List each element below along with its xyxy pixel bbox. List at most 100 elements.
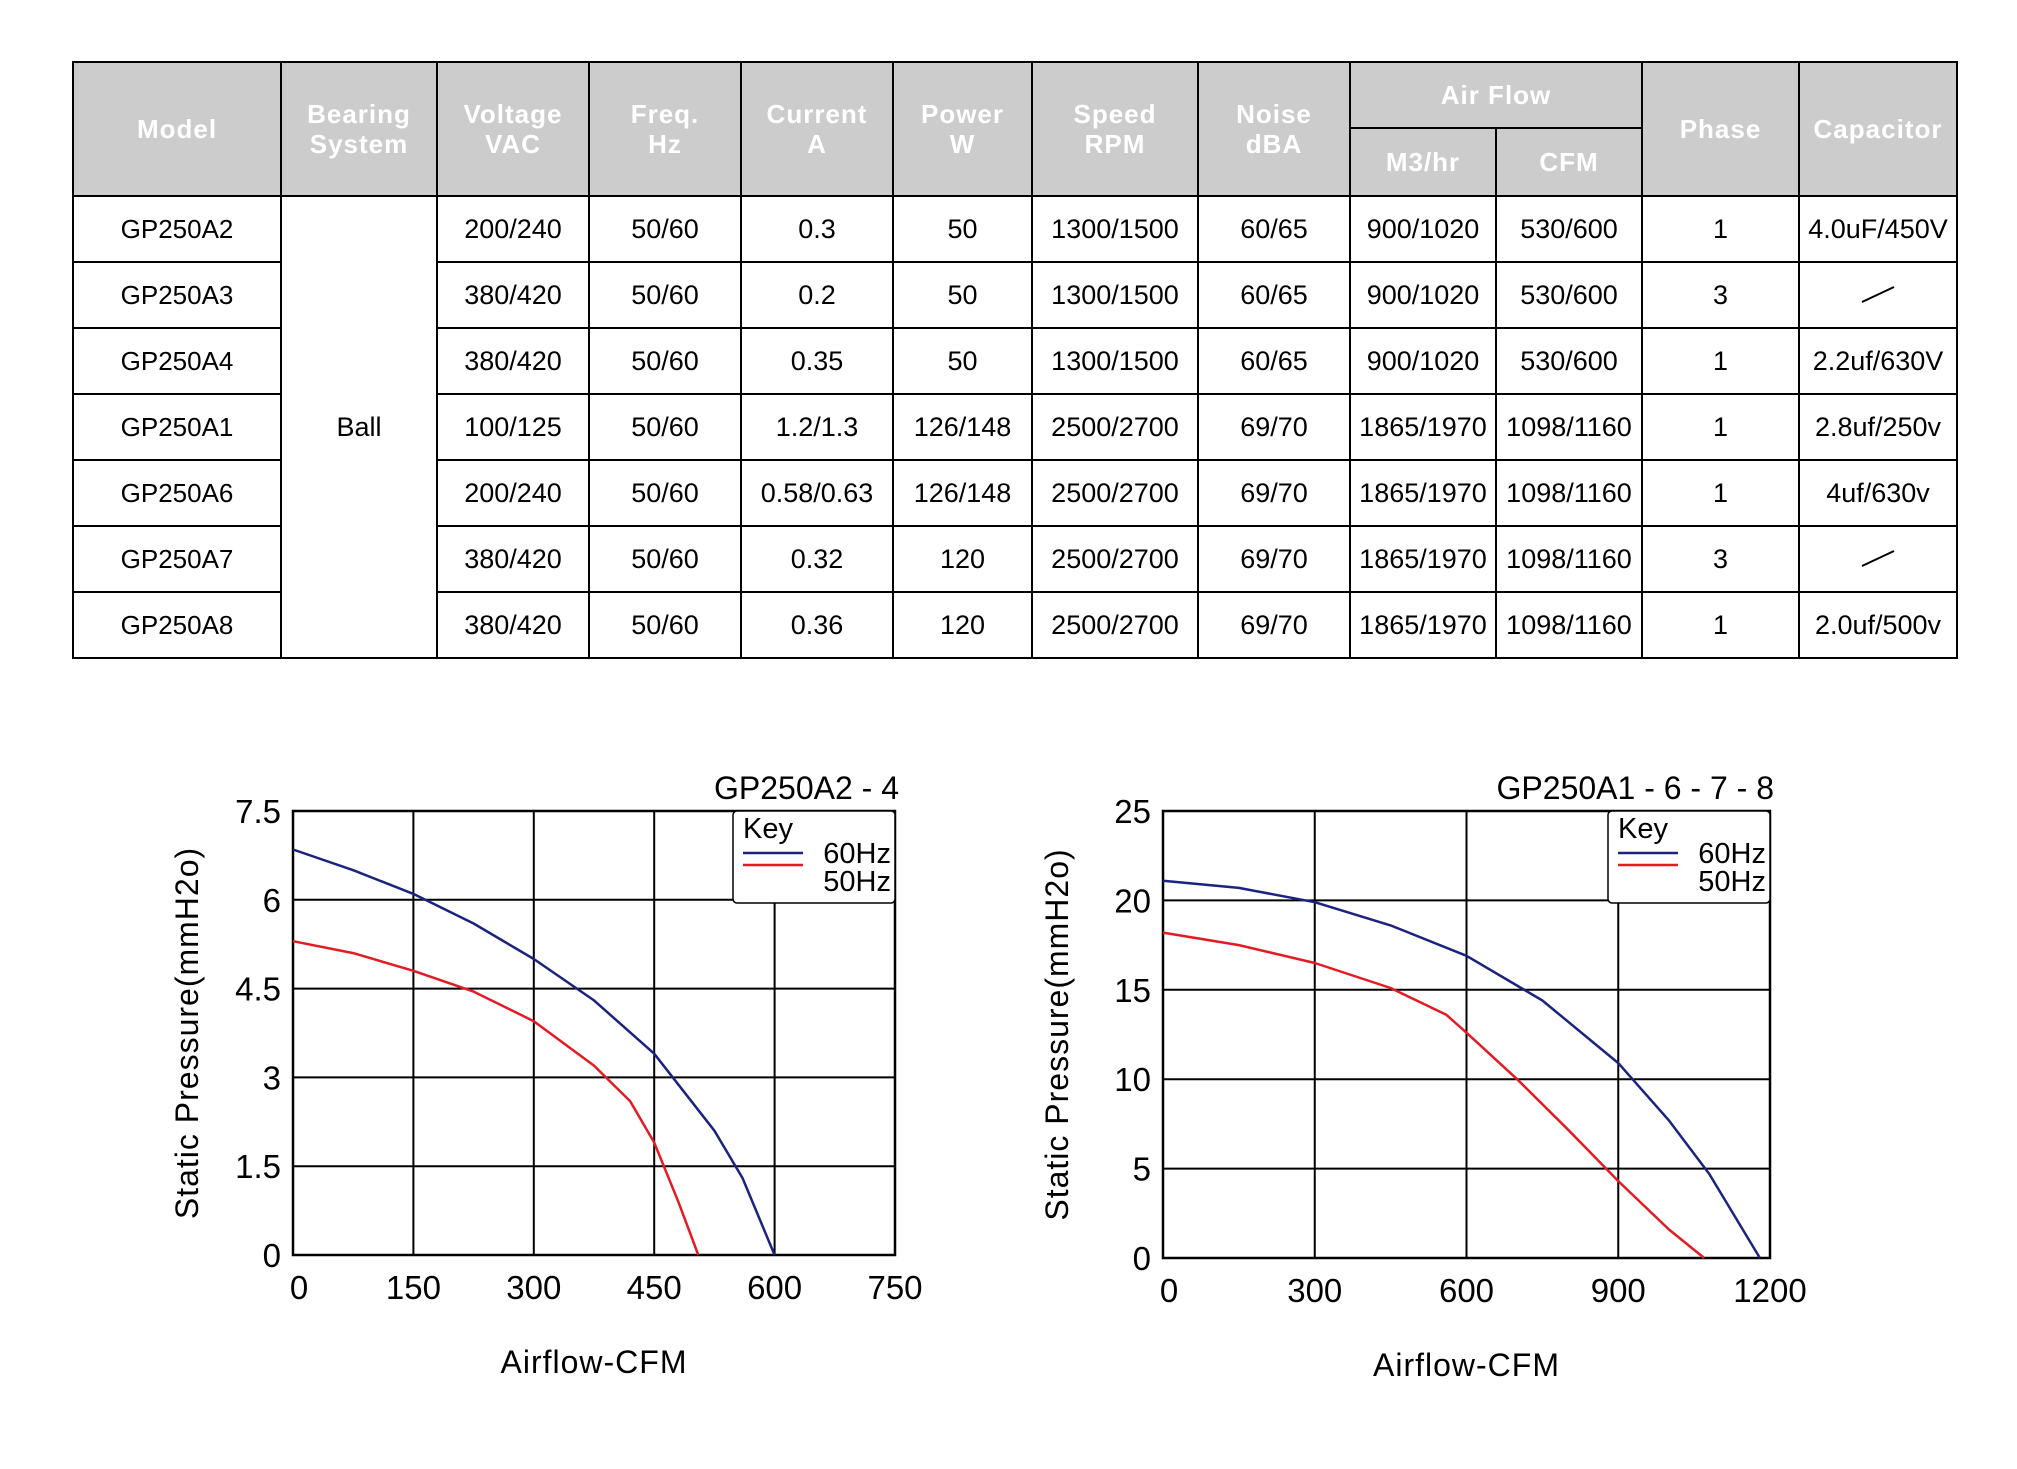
legend-label-0: 60Hz: [1698, 838, 1766, 870]
cell-noise: 69/70: [1197, 393, 1351, 461]
cell-phase: 1: [1641, 393, 1800, 461]
cell-speed: 1300/1500: [1031, 261, 1199, 329]
cell-phase: 1: [1641, 327, 1800, 395]
x-tick-label: 300: [1287, 1272, 1342, 1309]
cell-m3hr: 1865/1970: [1349, 591, 1497, 659]
table-row: GP250A3 380/420 50/60 0.2 50 1300/1500 60/65 90…: [72, 261, 1958, 329]
cell-model: GP250A1: [72, 393, 282, 461]
cell-voltage: 380/420: [436, 591, 590, 659]
series-line-1: [292, 939, 700, 1256]
header-noise: Noise dBA: [1197, 61, 1351, 197]
x-tick-label: 1200: [1733, 1272, 1806, 1309]
cell-freq: 50/60: [588, 459, 742, 527]
cell-current: 0.35: [740, 327, 894, 395]
series-line-1: [1162, 931, 1705, 1259]
cell-speed: 1300/1500: [1031, 195, 1199, 263]
cell-power: 50: [892, 261, 1033, 329]
header-cfm: CFM: [1495, 127, 1643, 197]
cell-power: 50: [892, 195, 1033, 263]
x-tick-label: 750: [867, 1269, 922, 1306]
cell-freq: 50/60: [588, 525, 742, 593]
cell-current: 1.2/1.3: [740, 393, 894, 461]
cell-capacitor: 2.2uf/630V: [1798, 327, 1958, 395]
cell-model: GP250A2: [72, 195, 282, 263]
cell-cfm: 1098/1160: [1495, 525, 1643, 593]
cell-voltage: 380/420: [436, 327, 590, 395]
cell-current: 0.3: [740, 195, 894, 263]
spec-table: Model Bearing System Voltage VAC Freq. Hz C…: [72, 61, 1958, 659]
cell-phase: 3: [1641, 525, 1800, 593]
cell-speed: 1300/1500: [1031, 327, 1199, 395]
y-tick-label: 5: [1133, 1151, 1151, 1188]
cell-bearing: Ball: [280, 195, 438, 659]
y-tick-label: 15: [1114, 972, 1151, 1009]
cell-freq: 50/60: [588, 327, 742, 395]
legend-label-1: 50Hz: [823, 866, 891, 898]
table-row: GP250A2 Ball 200/240 50/60 0.3 50 1300/1500 60/…: [72, 195, 1958, 659]
header-voltage: Voltage VAC: [436, 61, 590, 197]
legend-label-0: 60Hz: [823, 838, 891, 870]
cell-voltage: 200/240: [436, 195, 590, 263]
cell-phase: 1: [1641, 195, 1800, 263]
y-tick-label: 3: [263, 1059, 281, 1096]
cell-cfm: 1098/1160: [1495, 591, 1643, 659]
chart-svg-right: 0 300 600 900 1200 0 5 10 15 20 25 GP250A1 - 6 - 7 …: [1039, 770, 1807, 1383]
header-speed: Speed RPM: [1031, 61, 1199, 197]
cell-current: 0.58/0.63: [740, 459, 894, 527]
chart-title: GP250A1 - 6 - 7 - 8: [1497, 770, 1774, 806]
cell-noise: 60/65: [1197, 195, 1351, 263]
y-tick-label: 7.5: [235, 793, 281, 830]
y-tick-label: 10: [1114, 1061, 1151, 1098]
cell-power: 50: [892, 327, 1033, 395]
y-tick-label: 0: [1133, 1240, 1151, 1277]
cell-phase: 1: [1641, 591, 1800, 659]
table-row: GP250A4 380/420 50/60 0.35 50 1300/1500 60/65 9…: [72, 327, 1958, 395]
cell-power: 120: [892, 591, 1033, 659]
x-tick-label: 600: [747, 1269, 802, 1306]
table-body: GP250A2 Ball 200/240 50/60 0.3 50 1300/1500 60/…: [72, 195, 1958, 659]
slash-mark: [1861, 549, 1895, 567]
cell-freq: 50/60: [588, 591, 742, 659]
cell-power: 126/148: [892, 459, 1033, 527]
table-row: GP250A6 200/240 50/60 0.58/0.63 126/148 2500/…: [72, 459, 1958, 527]
x-tick-label: 450: [627, 1269, 682, 1306]
header-freq: Freq. Hz: [588, 61, 742, 197]
header-current: Current A: [740, 61, 894, 197]
header-m3hr: M3/hr: [1349, 127, 1497, 197]
cell-freq: 50/60: [588, 393, 742, 461]
cell-phase: 1: [1641, 459, 1800, 527]
cell-voltage: 100/125: [436, 393, 590, 461]
cell-model: GP250A7: [72, 525, 282, 593]
chart-gp250a2-4: 0 150 300 450 600 750 0 1.5 3 4.5 6 7.5 GP250A2 - 4 A…: [160, 755, 940, 1415]
cell-cfm: 530/600: [1495, 261, 1643, 329]
legend-label-1: 50Hz: [1698, 866, 1766, 898]
x-tick-label: 0: [1160, 1272, 1178, 1309]
cell-m3hr: 900/1020: [1349, 327, 1497, 395]
cell-voltage: 200/240: [436, 459, 590, 527]
cell-model: GP250A6: [72, 459, 282, 527]
cell-cfm: 530/600: [1495, 327, 1643, 395]
cell-noise: 69/70: [1197, 525, 1351, 593]
slash-mark: [1861, 285, 1895, 303]
cell-current: 0.32: [740, 525, 894, 593]
cell-m3hr: 900/1020: [1349, 195, 1497, 263]
legend-title: Key: [1618, 813, 1668, 845]
cell-cfm: 1098/1160: [1495, 459, 1643, 527]
cell-model: GP250A8: [72, 591, 282, 659]
cell-m3hr: 1865/1970: [1349, 393, 1497, 461]
cell-cfm: 1098/1160: [1495, 393, 1643, 461]
cell-capacitor: 2.0uf/500v: [1798, 591, 1958, 659]
cell-model: GP250A4: [72, 327, 282, 395]
chart-svg-left: 0 150 300 450 600 750 0 1.5 3 4.5 6 7.5 GP250A2 - 4 A…: [169, 770, 923, 1380]
y-tick-label: 4.5: [235, 971, 281, 1008]
cell-noise: 60/65: [1197, 327, 1351, 395]
cell-capacitor: 4.0uF/450V: [1798, 195, 1958, 263]
x-tick-label: 0: [290, 1269, 308, 1306]
header-bearing: Bearing System: [280, 61, 438, 197]
cell-capacitor: [1798, 261, 1958, 329]
cell-noise: 60/65: [1197, 261, 1351, 329]
cell-m3hr: 900/1020: [1349, 261, 1497, 329]
cell-phase: 3: [1641, 261, 1800, 329]
